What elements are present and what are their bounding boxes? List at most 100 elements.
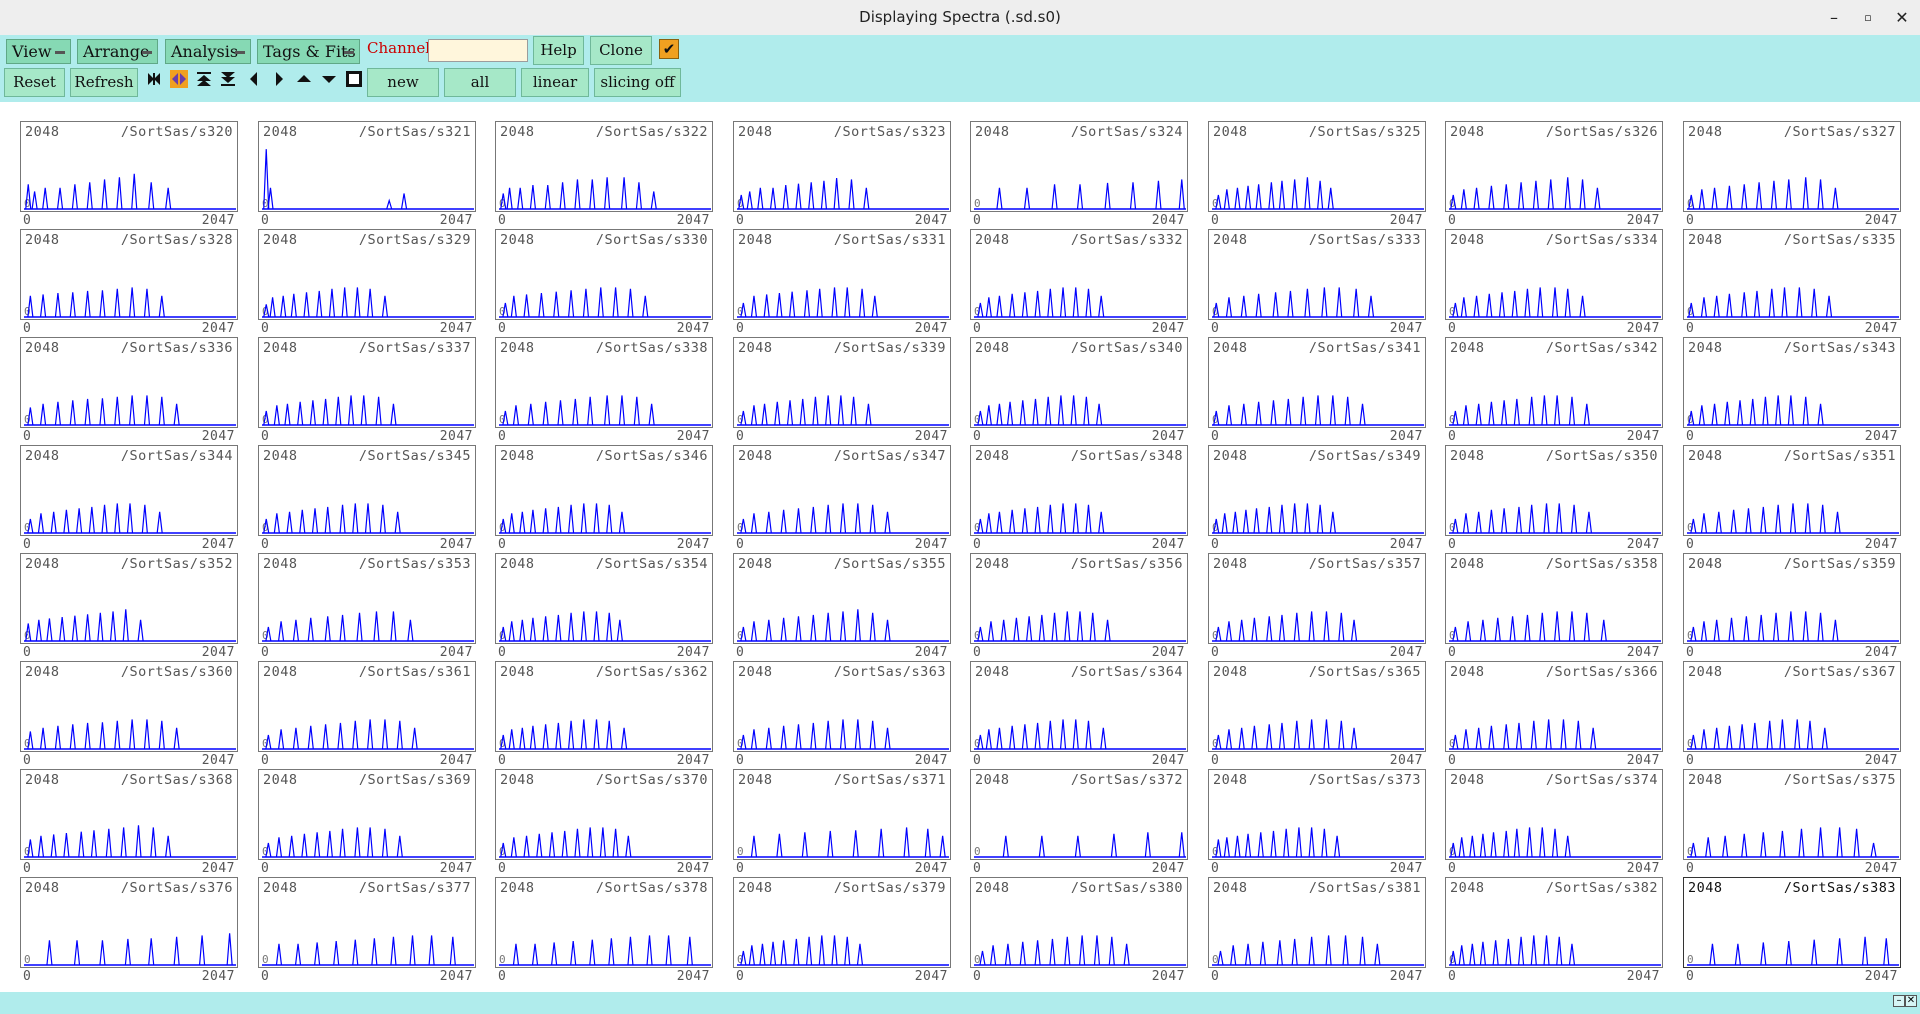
spectrum-panel[interactable]: 2048/SortSas/s351 0 0 2047 bbox=[1683, 445, 1901, 553]
spectrum-frame[interactable]: 2048/SortSas/s372 0 bbox=[970, 769, 1188, 860]
spectrum-panel[interactable]: 2048/SortSas/s382 0 0 2047 bbox=[1445, 877, 1663, 985]
close-icon[interactable]: ✕ bbox=[1895, 8, 1909, 27]
spectrum-frame[interactable]: 2048/SortSas/s322 0 bbox=[495, 121, 713, 212]
spectrum-frame[interactable]: 2048/SortSas/s332 0 bbox=[970, 229, 1188, 320]
spectrum-panel[interactable]: 2048/SortSas/s354 0 0 2047 bbox=[495, 553, 713, 661]
spectrum-panel[interactable]: 2048/SortSas/s328 0 0 2047 bbox=[20, 229, 238, 337]
spectrum-frame[interactable]: 2048/SortSas/s357 0 bbox=[1208, 553, 1426, 644]
spectrum-frame[interactable]: 2048/SortSas/s329 0 bbox=[258, 229, 476, 320]
linear-button[interactable]: linear bbox=[521, 68, 589, 97]
spectrum-frame[interactable]: 2048/SortSas/s375 0 bbox=[1683, 769, 1901, 860]
jump-top-icon[interactable] bbox=[195, 70, 213, 88]
spectrum-panel[interactable]: 2048/SortSas/s370 0 0 2047 bbox=[495, 769, 713, 877]
spectrum-frame[interactable]: 2048/SortSas/s342 0 bbox=[1445, 337, 1663, 428]
all-button[interactable]: all bbox=[444, 68, 516, 97]
spectrum-panel[interactable]: 2048/SortSas/s345 0 0 2047 bbox=[258, 445, 476, 553]
minimize-icon[interactable]: – bbox=[1830, 8, 1838, 27]
spectrum-panel[interactable]: 2048/SortSas/s330 0 0 2047 bbox=[495, 229, 713, 337]
spectrum-panel[interactable]: 2048/SortSas/s322 0 0 2047 bbox=[495, 121, 713, 229]
spectrum-frame[interactable]: 2048/SortSas/s371 0 bbox=[733, 769, 951, 860]
spectrum-panel[interactable]: 2048/SortSas/s334 0 0 2047 bbox=[1445, 229, 1663, 337]
spectrum-panel[interactable]: 2048/SortSas/s324 0 0 2047 bbox=[970, 121, 1188, 229]
spectrum-frame[interactable]: 2048/SortSas/s364 0 bbox=[970, 661, 1188, 752]
spectrum-panel[interactable]: 2048/SortSas/s349 0 0 2047 bbox=[1208, 445, 1426, 553]
spectrum-panel[interactable]: 2048/SortSas/s331 0 0 2047 bbox=[733, 229, 951, 337]
spectrum-panel[interactable]: 2048/SortSas/s340 0 0 2047 bbox=[970, 337, 1188, 445]
spectrum-panel[interactable]: 2048/SortSas/s336 0 0 2047 bbox=[20, 337, 238, 445]
spectrum-panel[interactable]: 2048/SortSas/s329 0 0 2047 bbox=[258, 229, 476, 337]
spectrum-frame[interactable]: 2048/SortSas/s353 0 bbox=[258, 553, 476, 644]
spectrum-panel[interactable]: 2048/SortSas/s348 0 0 2047 bbox=[970, 445, 1188, 553]
spectrum-frame[interactable]: 2048/SortSas/s370 0 bbox=[495, 769, 713, 860]
spectrum-frame[interactable]: 2048/SortSas/s368 0 bbox=[20, 769, 238, 860]
spectrum-panel[interactable]: 2048/SortSas/s358 0 0 2047 bbox=[1445, 553, 1663, 661]
spectrum-panel[interactable]: 2048/SortSas/s364 0 0 2047 bbox=[970, 661, 1188, 769]
help-button[interactable]: Help bbox=[533, 36, 584, 65]
menu-arrange[interactable]: Arrange bbox=[77, 39, 158, 64]
spectrum-panel[interactable]: 2048/SortSas/s337 0 0 2047 bbox=[258, 337, 476, 445]
spectrum-panel[interactable]: 2048/SortSas/s326 0 0 2047 bbox=[1445, 121, 1663, 229]
spectrum-frame[interactable]: 2048/SortSas/s338 0 bbox=[495, 337, 713, 428]
spectrum-panel[interactable]: 2048/SortSas/s323 0 0 2047 bbox=[733, 121, 951, 229]
spectrum-panel[interactable]: 2048/SortSas/s371 0 0 2047 bbox=[733, 769, 951, 877]
spectrum-frame[interactable]: 2048/SortSas/s367 0 bbox=[1683, 661, 1901, 752]
spectrum-panel[interactable]: 2048/SortSas/s344 0 0 2047 bbox=[20, 445, 238, 553]
spectrum-panel[interactable]: 2048/SortSas/s377 0 0 2047 bbox=[258, 877, 476, 985]
spectrum-frame[interactable]: 2048/SortSas/s349 0 bbox=[1208, 445, 1426, 536]
spectrum-frame[interactable]: 2048/SortSas/s345 0 bbox=[258, 445, 476, 536]
spectrum-panel[interactable]: 2048/SortSas/s343 0 0 2047 bbox=[1683, 337, 1901, 445]
jump-bottom-icon[interactable] bbox=[219, 70, 237, 88]
close-pane-icon[interactable]: ✕ bbox=[1905, 995, 1917, 1007]
spectrum-frame[interactable]: 2048/SortSas/s327 0 bbox=[1683, 121, 1901, 212]
spectrum-frame[interactable]: 2048/SortSas/s333 0 bbox=[1208, 229, 1426, 320]
spectrum-panel[interactable]: 2048/SortSas/s352 0 0 2047 bbox=[20, 553, 238, 661]
spectrum-panel[interactable]: 2048/SortSas/s380 0 0 2047 bbox=[970, 877, 1188, 985]
spectrum-frame[interactable]: 2048/SortSas/s348 0 bbox=[970, 445, 1188, 536]
spectrum-frame[interactable]: 2048/SortSas/s328 0 bbox=[20, 229, 238, 320]
spectrum-frame[interactable]: 2048/SortSas/s362 0 bbox=[495, 661, 713, 752]
spectrum-panel[interactable]: 2048/SortSas/s356 0 0 2047 bbox=[970, 553, 1188, 661]
spectrum-frame[interactable]: 2048/SortSas/s331 0 bbox=[733, 229, 951, 320]
spectrum-frame[interactable]: 2048/SortSas/s343 0 bbox=[1683, 337, 1901, 428]
spectrum-frame[interactable]: 2048/SortSas/s336 0 bbox=[20, 337, 238, 428]
clone-button[interactable]: Clone bbox=[590, 36, 652, 65]
spectrum-frame[interactable]: 2048/SortSas/s376 0 bbox=[20, 877, 238, 968]
spectrum-panel[interactable]: 2048/SortSas/s362 0 0 2047 bbox=[495, 661, 713, 769]
refresh-button[interactable]: Refresh bbox=[70, 68, 138, 97]
spectrum-frame[interactable]: 2048/SortSas/s340 0 bbox=[970, 337, 1188, 428]
spectrum-panel[interactable]: 2048/SortSas/s321 0 0 2047 bbox=[258, 121, 476, 229]
spectrum-frame[interactable]: 2048/SortSas/s373 0 bbox=[1208, 769, 1426, 860]
spectrum-frame[interactable]: 2048/SortSas/s360 0 bbox=[20, 661, 238, 752]
spectrum-frame[interactable]: 2048/SortSas/s365 0 bbox=[1208, 661, 1426, 752]
spectrum-frame[interactable]: 2048/SortSas/s355 0 bbox=[733, 553, 951, 644]
spectrum-panel[interactable]: 2048/SortSas/s372 0 0 2047 bbox=[970, 769, 1188, 877]
spectrum-frame[interactable]: 2048/SortSas/s341 0 bbox=[1208, 337, 1426, 428]
spectrum-frame[interactable]: 2048/SortSas/s326 0 bbox=[1445, 121, 1663, 212]
menu-view[interactable]: View bbox=[6, 39, 71, 64]
spectrum-panel[interactable]: 2048/SortSas/s368 0 0 2047 bbox=[20, 769, 238, 877]
spectrum-frame[interactable]: 2048/SortSas/s346 0 bbox=[495, 445, 713, 536]
spectrum-frame[interactable]: 2048/SortSas/s347 0 bbox=[733, 445, 951, 536]
spectrum-frame[interactable]: 2048/SortSas/s380 0 bbox=[970, 877, 1188, 968]
new-button[interactable]: new bbox=[367, 68, 439, 97]
spectrum-panel[interactable]: 2048/SortSas/s369 0 0 2047 bbox=[258, 769, 476, 877]
spectrum-panel[interactable]: 2048/SortSas/s365 0 0 2047 bbox=[1208, 661, 1426, 769]
spectrum-panel[interactable]: 2048/SortSas/s378 0 0 2047 bbox=[495, 877, 713, 985]
spectrum-frame[interactable]: 2048/SortSas/s320 0 bbox=[20, 121, 238, 212]
menu-analysis[interactable]: Analysis bbox=[165, 39, 251, 64]
spectrum-frame[interactable]: 2048/SortSas/s382 0 bbox=[1445, 877, 1663, 968]
spectrum-panel[interactable]: 2048/SortSas/s332 0 0 2047 bbox=[970, 229, 1188, 337]
spectrum-frame[interactable]: 2048/SortSas/s378 0 bbox=[495, 877, 713, 968]
spectrum-panel[interactable]: 2048/SortSas/s367 0 0 2047 bbox=[1683, 661, 1901, 769]
spectrum-panel[interactable]: 2048/SortSas/s341 0 0 2047 bbox=[1208, 337, 1426, 445]
channel-input[interactable] bbox=[428, 39, 528, 62]
spectrum-frame[interactable]: 2048/SortSas/s356 0 bbox=[970, 553, 1188, 644]
spectrum-frame[interactable]: 2048/SortSas/s350 0 bbox=[1445, 445, 1663, 536]
stop-icon[interactable] bbox=[345, 70, 363, 88]
spectrum-frame[interactable]: 2048/SortSas/s325 0 bbox=[1208, 121, 1426, 212]
spectrum-panel[interactable]: 2048/SortSas/s357 0 0 2047 bbox=[1208, 553, 1426, 661]
spectrum-frame[interactable]: 2048/SortSas/s337 0 bbox=[258, 337, 476, 428]
spectrum-panel[interactable]: 2048/SortSas/s361 0 0 2047 bbox=[258, 661, 476, 769]
spectrum-panel[interactable]: 2048/SortSas/s339 0 0 2047 bbox=[733, 337, 951, 445]
spectrum-panel[interactable]: 2048/SortSas/s359 0 0 2047 bbox=[1683, 553, 1901, 661]
